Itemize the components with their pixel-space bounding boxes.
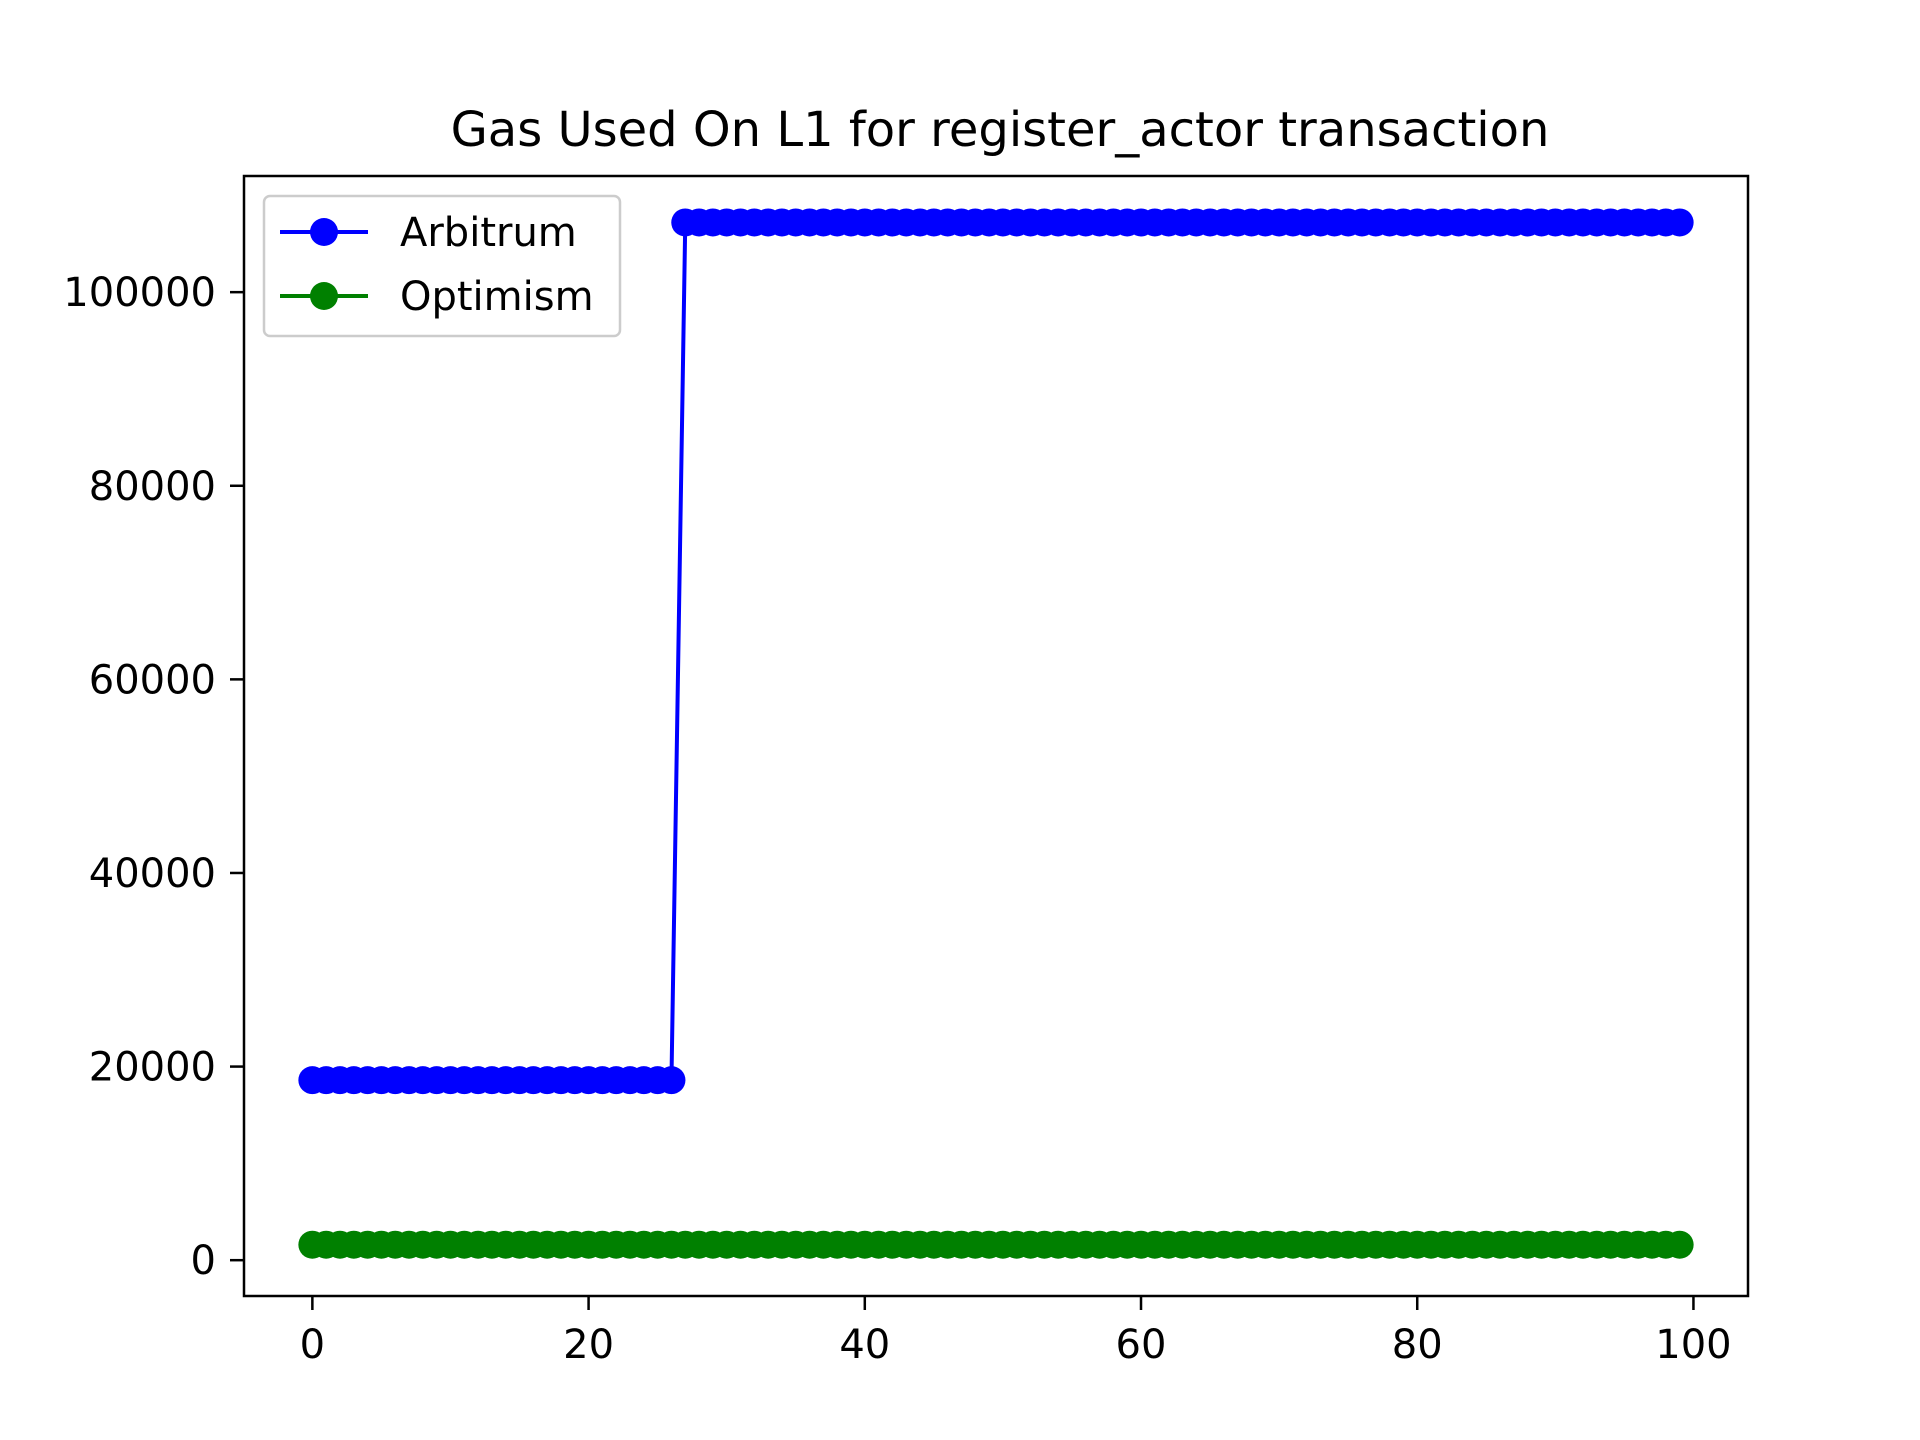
axes-frame <box>242 174 1750 1298</box>
series-group <box>298 208 1694 1259</box>
y-tick-label-20000: 20000 <box>89 1045 216 1091</box>
x-tick-label-80: 80 <box>1392 1322 1443 1368</box>
data-point-arbitrum-26 <box>657 1066 686 1095</box>
y-tick-label-0: 0 <box>191 1238 216 1284</box>
plot-area <box>298 208 1694 1259</box>
chart-title: Gas Used On L1 for register_actor transa… <box>451 102 1550 158</box>
x-tick-label-100: 100 <box>1655 1322 1731 1368</box>
data-point-optimism-99 <box>1665 1230 1694 1259</box>
y-tick-label-80000: 80000 <box>89 464 216 510</box>
data-point-arbitrum-99 <box>1665 208 1694 237</box>
x-tick-label-20: 20 <box>563 1322 614 1368</box>
y-tick-label-60000: 60000 <box>89 657 216 703</box>
x-tick-label-60: 60 <box>1116 1322 1167 1368</box>
x-tick-label-40: 40 <box>839 1322 890 1368</box>
legend-marker-optimism <box>310 282 338 310</box>
legend: Arbitrum Optimism <box>262 194 622 338</box>
x-tick-label-0: 0 <box>300 1322 325 1368</box>
legend-label-arbitrum: Arbitrum <box>400 210 577 256</box>
legend-marker-arbitrum <box>310 218 338 246</box>
y-tick-label-100000: 100000 <box>63 270 216 316</box>
y-tick-label-40000: 40000 <box>89 851 216 897</box>
series-line-arbitrum <box>312 220 1680 1083</box>
legend-label-optimism: Optimism <box>400 274 594 320</box>
axes: 0 20 40 60 80 100 0 20000 40000 60000 80000 100000 <box>63 174 1750 1368</box>
